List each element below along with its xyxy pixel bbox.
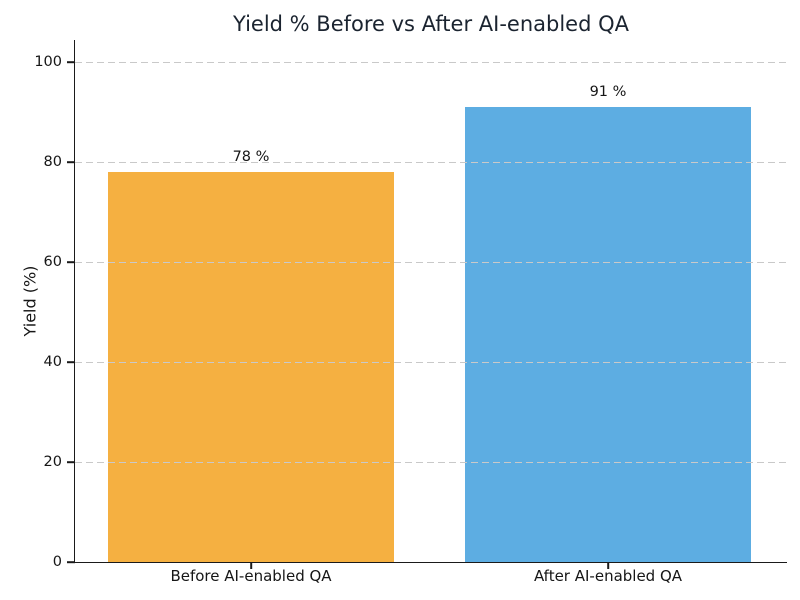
- y-axis-spine: [73, 40, 76, 563]
- bar-before: [108, 172, 394, 562]
- gridline-40: [75, 362, 787, 363]
- y-tick-mark: [66, 561, 75, 563]
- gridline-80: [75, 162, 787, 163]
- x-tick-mark: [250, 563, 252, 569]
- y-tick-mark: [66, 161, 75, 163]
- gridline-100: [75, 62, 787, 63]
- y-axis-label: Yield (%): [20, 265, 40, 337]
- y-tick-label: 80: [43, 154, 62, 170]
- bar-value-label: 78 %: [232, 149, 270, 165]
- y-tick-label: 100: [34, 54, 62, 70]
- x-axis-spine: [73, 561, 787, 564]
- y-tick-mark: [66, 61, 75, 63]
- bar-after: [465, 107, 751, 562]
- gridline-60: [75, 262, 787, 263]
- y-tick-label: 60: [43, 254, 62, 270]
- bar-value-label: 91 %: [589, 84, 627, 100]
- y-tick-label: 40: [43, 354, 62, 370]
- y-tick-mark: [66, 261, 75, 263]
- x-tick-label: After AI-enabled QA: [533, 567, 683, 585]
- x-tick-mark: [607, 563, 609, 569]
- x-tick-label: Before AI-enabled QA: [170, 567, 332, 585]
- y-tick-label: 20: [43, 454, 62, 470]
- y-tick-mark: [66, 361, 75, 363]
- gridline-20: [75, 462, 787, 463]
- chart-title: Yield % Before vs After AI-enabled QA: [232, 12, 629, 36]
- y-tick-mark: [66, 461, 75, 463]
- y-tick-label: 0: [52, 554, 62, 570]
